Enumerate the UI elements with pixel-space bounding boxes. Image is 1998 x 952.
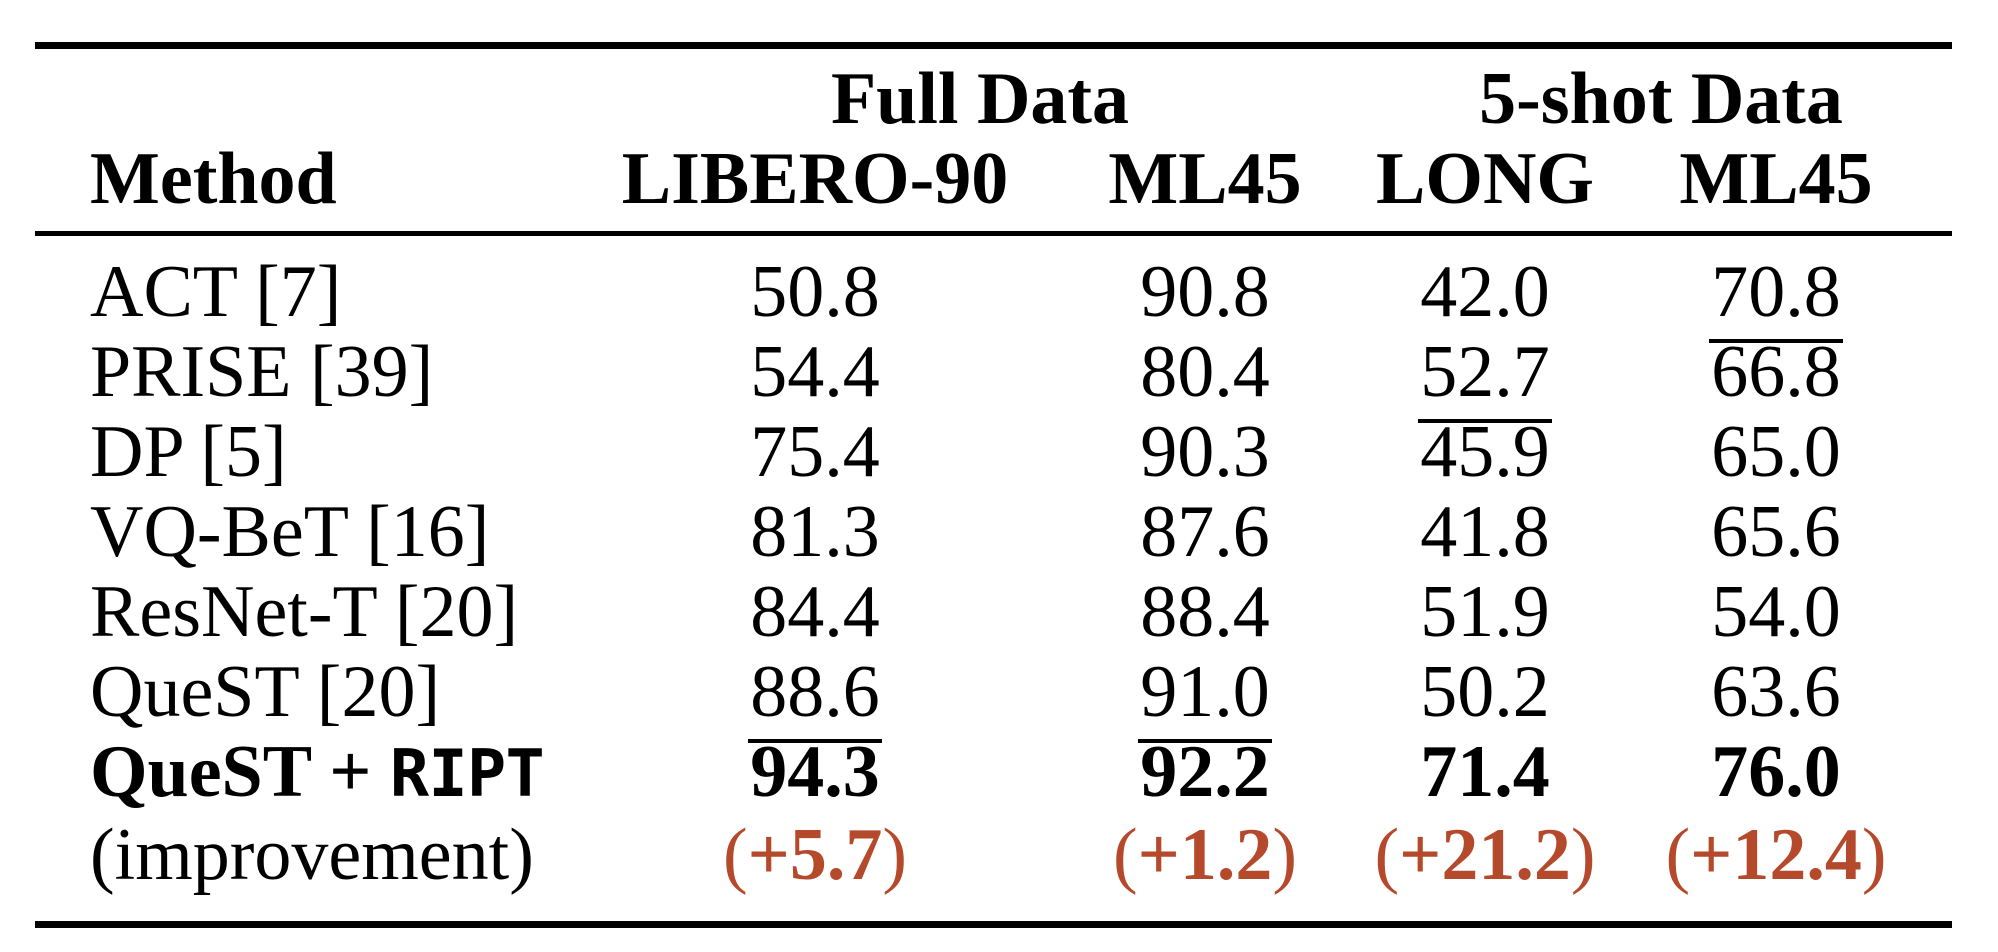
group-header-row: Full Data 5-shot Data: [35, 46, 1952, 140]
underlined-value: 91.0: [1138, 651, 1272, 743]
open-paren: (: [723, 814, 748, 896]
open-paren: (: [1374, 814, 1400, 896]
value-cell: 66.8: [1711, 331, 1841, 413]
table-row-vqbet: VQ-BeT [16] 81.3 87.6 41.8 65.6: [35, 492, 1952, 572]
table-row-resnet-t: ResNet-T [20] 84.4 88.4 51.9 54.0: [35, 572, 1952, 652]
value-cell: 76.0: [1711, 731, 1841, 813]
open-paren: (: [1665, 814, 1691, 896]
value-cell: 90.8: [1140, 251, 1270, 333]
value-cell: 91.0: [1040, 651, 1370, 743]
underlined-value: 52.7: [1418, 331, 1552, 423]
results-table: Full Data 5-shot Data Method LIBERO-90 M…: [35, 42, 1953, 928]
value-cell: 94.3: [750, 731, 880, 813]
value-cell: 70.8: [1600, 234, 1952, 343]
table-row-quest: QueST [20] 88.6 91.0 50.2 63.6: [35, 651, 1952, 743]
improvement-value-cell: (+1.2): [1040, 815, 1370, 925]
paper-table-figure: Full Data 5-shot Data Method LIBERO-90 M…: [35, 42, 1953, 928]
value-cell: 71.4: [1420, 731, 1550, 813]
method-cell: ACT [7]: [90, 251, 342, 333]
improvement-number: +21.2: [1399, 814, 1571, 896]
column-header-long: LONG: [1370, 139, 1600, 236]
value-cell: 80.4: [1140, 331, 1270, 413]
improvement-number: +12.4: [1690, 814, 1862, 896]
close-paren: ): [882, 814, 907, 896]
table-row-act: ACT [7] 50.8 90.8 42.0 70.8: [35, 234, 1952, 343]
improvement-value-cell: (+5.7): [590, 815, 1040, 925]
table-row-dp: DP [5] 75.4 90.3 45.9 65.0: [35, 412, 1952, 492]
improvement-number: +1.2: [1137, 814, 1273, 896]
column-header-ml45-full: ML45: [1040, 139, 1370, 236]
column-header-method: Method: [35, 139, 590, 236]
close-paren: ): [1272, 814, 1297, 896]
improvement-value-cell: (+21.2): [1370, 815, 1600, 925]
column-header-ml45-5shot: ML45: [1600, 139, 1953, 236]
corner-spacer: [35, 46, 590, 140]
underlined-value: 88.6: [748, 651, 882, 743]
value-cell: 88.6: [590, 651, 1040, 743]
method-cell: (improvement): [90, 814, 534, 896]
value-cell: 65.6: [1711, 491, 1841, 573]
value-cell: 50.2: [1420, 651, 1550, 733]
value-cell: 45.9: [1420, 411, 1550, 493]
underlined-value: 70.8: [1709, 251, 1843, 343]
value-cell: 81.3: [750, 491, 880, 573]
value-cell: 51.9: [1420, 571, 1550, 653]
value-cell: 87.6: [1140, 491, 1270, 573]
open-paren: (: [1113, 814, 1138, 896]
method-cell: ResNet-T [20]: [90, 571, 519, 653]
method-cell: VQ-BeT [16]: [90, 491, 490, 573]
column-header-row: Method LIBERO-90 ML45 LONG ML45: [35, 139, 1953, 236]
table-row-improvement: (improvement) (+5.7) (+1.2) (+21.2) (+12…: [35, 815, 1952, 925]
group-header-5shot-data: 5-shot Data: [1479, 58, 1843, 140]
method-serif-part: QueST +: [90, 731, 390, 813]
close-paren: ): [1570, 814, 1596, 896]
value-cell: 84.4: [750, 571, 880, 653]
method-cell: PRISE [39]: [90, 331, 434, 413]
improvement-value-cell: (+12.4): [1600, 815, 1952, 925]
method-cell: DP [5]: [90, 411, 287, 493]
method-cell: QueST [20]: [90, 651, 441, 733]
value-cell: 50.8: [750, 251, 880, 333]
improvement-number: +5.7: [747, 814, 883, 896]
group-header-full-data: Full Data: [830, 58, 1130, 140]
value-cell: 75.4: [750, 411, 880, 493]
column-header-libero90: LIBERO-90: [590, 139, 1040, 236]
value-cell: 92.2: [1140, 731, 1270, 813]
method-mono-part: RIPT: [389, 737, 545, 812]
value-cell: 42.0: [1420, 251, 1550, 333]
value-cell: 65.0: [1711, 411, 1841, 493]
value-cell: 41.8: [1420, 491, 1550, 573]
close-paren: ): [1861, 814, 1887, 896]
value-cell: 90.3: [1140, 411, 1270, 493]
table-row-prise: PRISE [39] 54.4 80.4 52.7 66.8: [35, 331, 1952, 423]
value-cell: 54.0: [1711, 571, 1841, 653]
value-cell: 52.7: [1370, 331, 1600, 423]
value-cell: 54.4: [750, 331, 880, 413]
method-cell: QueST + RIPT: [35, 732, 590, 815]
value-cell: 63.6: [1711, 651, 1841, 733]
table-row-quest-ript: QueST + RIPT 94.3 92.2 71.4 76.0: [35, 732, 1952, 815]
value-cell: 88.4: [1140, 571, 1270, 653]
